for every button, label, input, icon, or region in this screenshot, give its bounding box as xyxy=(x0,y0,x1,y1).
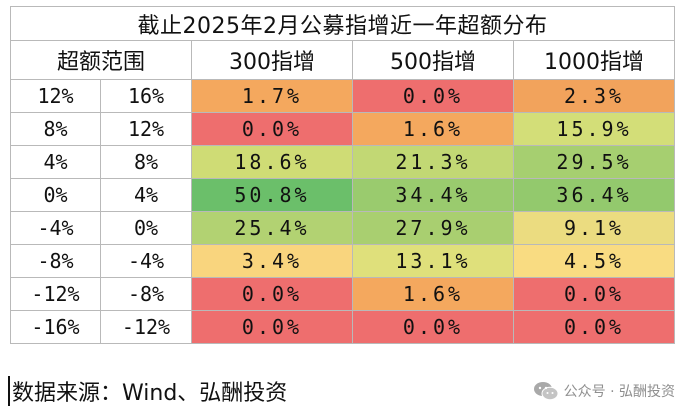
table-row: -8% -4% 3.4% 13.1% 4.5% xyxy=(10,244,676,278)
table-body: 12% 16% 1.7% 0.0% 2.3% 8% 12% 0.0% 1.6% 15.9% 4% 8%… xyxy=(10,79,676,344)
range-low-cell: 12% xyxy=(10,79,101,113)
table-title: 截止2025年2月公募指增近一年超额分布 xyxy=(9,6,676,41)
range-high-cell: -8% xyxy=(100,277,192,311)
value-cell: 9.1% xyxy=(512,211,676,245)
table-row: -4% 0% 25.4% 27.9% 9.1% xyxy=(10,211,676,245)
range-low-cell: -16% xyxy=(10,310,101,344)
value-cell: 1.6% xyxy=(352,277,514,311)
value-cell: 0.0% xyxy=(352,310,514,344)
value-cell: 2.3% xyxy=(512,79,676,113)
range-low-cell: -8% xyxy=(10,244,101,278)
value-cell: 13.1% xyxy=(352,244,514,278)
source-note: 数据来源：Wind、弘酬投资 xyxy=(8,374,287,408)
watermark-label: 公众号 · 弘酬投资 xyxy=(563,384,675,400)
value-cell: 25.4% xyxy=(191,211,353,245)
column-header-1000: 1000指增 xyxy=(512,40,676,80)
excess-return-distribution-table: 截止2025年2月公募指增近一年超额分布 超额范围 300指增 500指增 10… xyxy=(9,6,676,344)
range-low-cell: 4% xyxy=(10,145,101,179)
watermark: 公众号 · 弘酬投资 xyxy=(533,381,675,401)
table-row: 0% 4% 50.8% 34.4% 36.4% xyxy=(10,178,676,212)
column-header-500: 500指增 xyxy=(352,40,514,80)
table-row: -12% -8% 0.0% 1.6% 0.0% xyxy=(10,277,676,311)
range-low-cell: -12% xyxy=(10,277,101,311)
range-high-cell: -12% xyxy=(100,310,192,344)
range-high-cell: -4% xyxy=(100,244,192,278)
table-row: -16% -12% 0.0% 0.0% 0.0% xyxy=(10,310,676,344)
value-cell: 15.9% xyxy=(512,112,676,146)
value-cell: 0.0% xyxy=(191,112,353,146)
range-low-cell: 8% xyxy=(10,112,101,146)
table-row: 4% 8% 18.6% 21.3% 29.5% xyxy=(10,145,676,179)
range-high-cell: 0% xyxy=(100,211,192,245)
value-cell: 0.0% xyxy=(191,277,353,311)
distribution-table-wrapper: 截止2025年2月公募指增近一年超额分布 超额范围 300指增 500指增 10… xyxy=(9,6,676,344)
range-low-cell: -4% xyxy=(10,211,101,245)
table-row: 8% 12% 0.0% 1.6% 15.9% xyxy=(10,112,676,146)
text-cursor xyxy=(8,376,10,406)
range-high-cell: 4% xyxy=(100,178,192,212)
value-cell: 50.8% xyxy=(191,178,353,212)
value-cell: 21.3% xyxy=(352,145,514,179)
value-cell: 1.6% xyxy=(352,112,514,146)
source-text: 数据来源：Wind、弘酬投资 xyxy=(12,381,288,406)
value-cell: 3.4% xyxy=(191,244,353,278)
value-cell: 0.0% xyxy=(512,310,676,344)
value-cell: 36.4% xyxy=(512,178,676,212)
value-cell: 18.6% xyxy=(191,145,353,179)
wechat-icon xyxy=(533,382,559,401)
value-cell: 27.9% xyxy=(352,211,514,245)
value-cell: 1.7% xyxy=(191,79,353,113)
range-high-cell: 12% xyxy=(100,112,192,146)
range-high-cell: 8% xyxy=(100,145,192,179)
value-cell: 0.0% xyxy=(352,79,514,113)
range-header: 超额范围 xyxy=(10,40,192,80)
table-row: 12% 16% 1.7% 0.0% 2.3% xyxy=(10,79,676,113)
value-cell: 29.5% xyxy=(512,145,676,179)
value-cell: 0.0% xyxy=(512,277,676,311)
range-low-cell: 0% xyxy=(10,178,101,212)
value-cell: 0.0% xyxy=(191,310,353,344)
value-cell: 34.4% xyxy=(352,178,514,212)
range-high-cell: 16% xyxy=(100,79,192,113)
value-cell: 4.5% xyxy=(512,244,676,278)
column-header-300: 300指增 xyxy=(191,40,353,80)
